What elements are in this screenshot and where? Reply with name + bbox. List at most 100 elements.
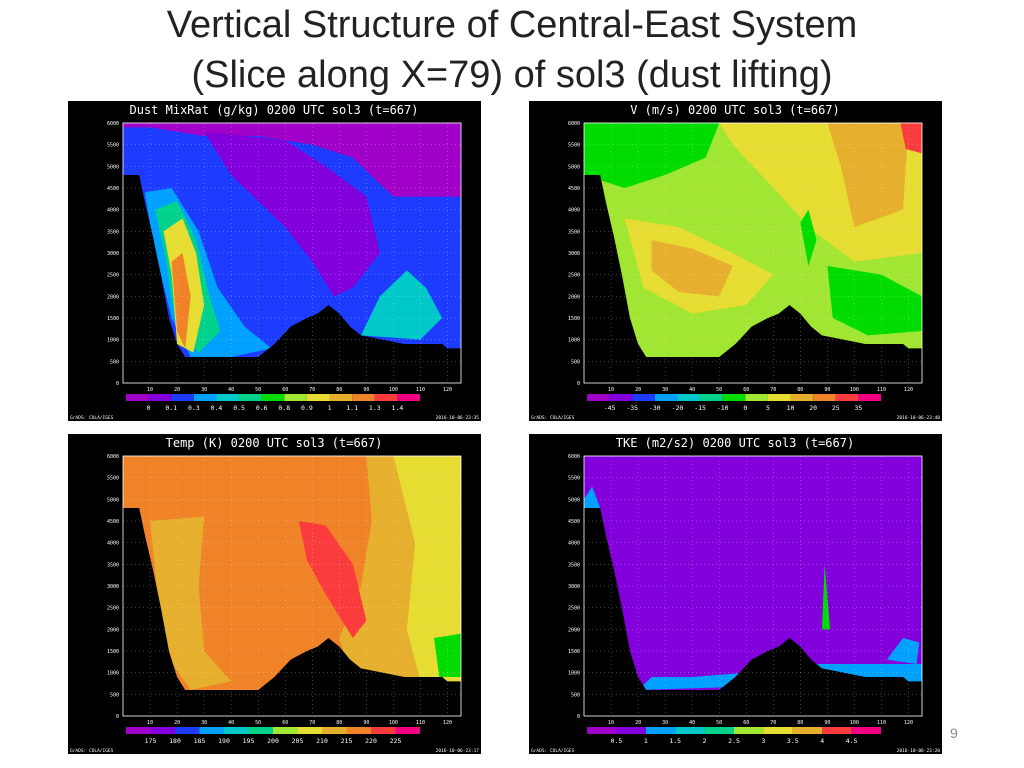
y-tick-label: 2500 (568, 606, 580, 612)
plot-panel: Dust MixRat (g/kg) 0200 UTC sol3 (t=667)… (68, 101, 481, 421)
colorbar-box (329, 394, 353, 401)
colorbar-label: 195 (243, 737, 255, 745)
y-tick-label: 6000 (568, 121, 580, 127)
plot-panel: Temp (K) 0200 UTC sol3 (t=667) 0 500 1000 15… (68, 434, 481, 754)
y-tick-label: 3500 (568, 229, 580, 235)
x-tick-label: 120 (443, 387, 452, 393)
colorbar-box (297, 727, 322, 734)
x-tick-label: 110 (877, 720, 886, 726)
y-tick-label: 1500 (568, 316, 580, 322)
y-tick-label: 0 (577, 714, 580, 720)
x-tick-label: 70 (770, 720, 776, 726)
colorbar-box (273, 727, 298, 734)
y-tick-label: 500 (110, 692, 119, 698)
colorbar-box (175, 727, 200, 734)
x-tick-label: 40 (689, 720, 695, 726)
colorbar-label: 0.9 (301, 404, 313, 412)
x-tick-label: 10 (608, 720, 614, 726)
y-tick-label: 3500 (107, 562, 119, 568)
field-contour (150, 516, 232, 690)
colorbar-label: 0.5 (611, 737, 623, 745)
colorbar-box (763, 727, 793, 734)
colorbar-label: 200 (267, 737, 279, 745)
colorbar-label: 0.3 (188, 404, 200, 412)
y-tick-label: 3000 (568, 584, 580, 590)
colorbar-label: 4 (820, 737, 824, 745)
y-tick-label: 4000 (107, 208, 119, 214)
x-tick-label: 50 (716, 387, 722, 393)
colorbar-label: -15 (694, 404, 706, 412)
colorbar-box (126, 394, 149, 401)
field-contour (433, 633, 461, 677)
x-tick-label: 70 (309, 720, 315, 726)
footer-left: GrADS: COLA/IGES (70, 415, 114, 421)
y-tick-label: 6000 (107, 121, 119, 127)
field-contour (651, 240, 733, 297)
y-tick-label: 5000 (107, 497, 119, 503)
colorbar-label: -30 (649, 404, 661, 412)
colorbar-box (813, 394, 836, 401)
x-tick-label: 60 (743, 387, 749, 393)
y-tick-label: 4000 (568, 541, 580, 547)
x-tick-label: 40 (228, 720, 234, 726)
x-tick-label: 110 (416, 720, 425, 726)
colorbar-label: 175 (145, 737, 157, 745)
colorbar-box (858, 394, 881, 401)
colorbar-label: 1 (644, 737, 648, 745)
colorbar-box (734, 727, 764, 734)
x-tick-label: 120 (904, 387, 913, 393)
field-contour (800, 209, 817, 266)
y-tick-label: 1000 (568, 338, 580, 344)
plot-panel: V (m/s) 0200 UTC sol3 (t=667)05001000150… (529, 101, 942, 421)
field-contour (827, 123, 909, 227)
y-tick-label: 1500 (107, 316, 119, 322)
colorbar-box (148, 394, 172, 401)
colorbar-box (199, 727, 224, 734)
field-contour (827, 266, 922, 336)
colorbar-label: 35 (854, 404, 862, 412)
colorbar-box (645, 727, 676, 734)
colorbar-box (609, 394, 633, 401)
x-tick-label: 30 (662, 387, 668, 393)
x-tick-label: 40 (689, 387, 695, 393)
colorbar-box (346, 727, 371, 734)
colorbar-label: -10 (717, 404, 729, 412)
colorbar-label: 205 (292, 737, 304, 745)
y-tick-label: 0 (577, 381, 580, 387)
colorbar-box (767, 394, 791, 401)
topography (123, 508, 461, 716)
field-contour (360, 270, 443, 340)
colorbar-label: 0.8 (278, 404, 290, 412)
x-tick-label: 90 (824, 387, 830, 393)
colorbar-label: 10 (787, 404, 795, 412)
colorbar-label: 190 (218, 737, 230, 745)
footer-right: 2016-10-06-23:17 (436, 748, 480, 754)
colorbar-box (126, 727, 151, 734)
colorbar-label: 1.4 (392, 404, 404, 412)
colorbar-label: 0.5 (233, 404, 245, 412)
field-contour (584, 123, 720, 188)
y-tick-label: 6000 (568, 454, 580, 460)
y-tick-label: 6000 (107, 454, 119, 460)
x-tick-label: 50 (255, 387, 261, 393)
topography (584, 175, 922, 383)
plot-panel: TKE (m2/s2) 0200 UTC sol3 (t=667) 0 500 10 0… (529, 434, 942, 754)
y-tick-label: 2000 (568, 294, 580, 300)
panel-title: TKE (m2/s2) 0200 UTC sol3 (t=667) (616, 436, 854, 450)
x-tick-label: 110 (877, 387, 886, 393)
colorbar-box (587, 727, 617, 734)
y-tick-label: 2000 (107, 627, 119, 633)
colorbar-box (171, 394, 194, 401)
colorbar-label: 225 (390, 737, 402, 745)
colorbar-label: 20 (809, 404, 817, 412)
y-tick-label: 500 (110, 359, 119, 365)
footer-left: GrADS: COLA/IGES (531, 415, 575, 421)
colorbar-box (306, 394, 330, 401)
y-tick-label: 4500 (107, 186, 119, 192)
colorbar-label: 4.5 (846, 737, 858, 745)
x-tick-label: 60 (282, 720, 288, 726)
y-tick-label: 500 (571, 692, 580, 698)
colorbar-label: 5 (766, 404, 770, 412)
y-tick-label: 1500 (568, 649, 580, 655)
y-tick-label: 5500 (107, 476, 119, 482)
